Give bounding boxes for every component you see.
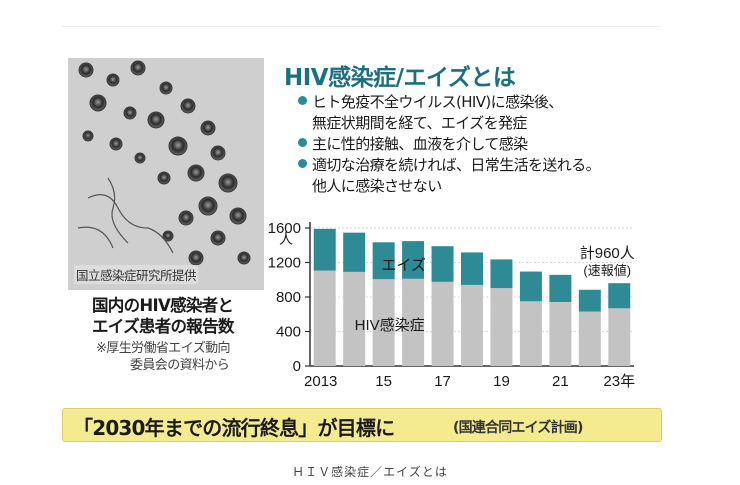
x-tick-label: 21 (552, 373, 569, 390)
bar-hiv (549, 302, 572, 366)
series-label-aids: エイズ (381, 257, 426, 274)
total-annotation-note: (速報値) (583, 263, 631, 278)
page-title: HIV感染症/エイズとは (284, 65, 516, 91)
y-tick-label: 800 (276, 289, 301, 306)
bar-hiv (578, 311, 601, 366)
bar-hiv (431, 281, 454, 366)
goal-banner: 「2030年までの流行終息」が目標に (国連合同エイズ計画) (62, 408, 662, 442)
bar-aids (402, 241, 425, 279)
fact-line: 適切な治療を続ければ、日常生活を送れる。 (312, 156, 601, 174)
virus-micrograph-image (68, 58, 264, 290)
x-tick-label: 2013 (304, 373, 337, 390)
goal-banner-source: (国連合同エイズ計画) (453, 420, 583, 436)
y-tick-label: 1600 (268, 220, 301, 237)
goal-banner-text: 「2030年までの流行終息」が目標に (73, 416, 395, 440)
y-unit-label: 人 (279, 231, 293, 247)
chart-title: 国内のHIV感染者と エイズ患者の報告数 (92, 295, 234, 337)
bar-aids (313, 228, 336, 271)
bar-aids (343, 232, 366, 272)
bar-hiv (343, 271, 366, 366)
fact-list-item: ヒト免疫不全ウイルス(HIV)に感染後、 無症状期間を経て、エイズを発症 (298, 92, 668, 134)
bar-aids (490, 259, 513, 289)
bar-hiv (461, 284, 483, 366)
x-tick-label: 19 (493, 373, 510, 390)
y-tick-label: 400 (276, 324, 301, 341)
y-tick-label: 1200 (268, 255, 301, 272)
infographic: 国立感染症研究所提供 HIV感染症/エイズとは ヒト免疫不全ウイルス(HIV)に… (62, 44, 672, 444)
bar-aids (461, 252, 483, 285)
bar-hiv (372, 279, 395, 366)
bar-hiv (490, 288, 513, 366)
bar-aids (431, 246, 454, 282)
bullet-dot-icon (298, 138, 307, 147)
x-tick-label: 15 (375, 373, 392, 390)
fact-list: ヒト免疫不全ウイルス(HIV)に感染後、 無症状期間を経て、エイズを発症 主に性的… (298, 92, 668, 197)
fact-list-item: 適切な治療を続ければ、日常生活を送れる。 他人に感染させない (298, 155, 668, 197)
chart-title-line: エイズ患者の報告数 (92, 317, 234, 336)
virus-micrograph-photo: 国立感染症研究所提供 (68, 58, 264, 290)
x-tick-label: 17 (434, 373, 451, 390)
bar-hiv (519, 301, 542, 366)
page-divider (62, 26, 660, 27)
fact-line: 主に性的接触、血液を介して感染 (312, 135, 528, 153)
chart-title-line: 国内のHIV感染者と (92, 296, 234, 315)
fact-line: ヒト免疫不全ウイルス(HIV)に感染後、 (312, 93, 563, 111)
fact-list-item: 主に性的接触、血液を介して感染 (298, 134, 668, 155)
bar-aids (608, 283, 631, 309)
bar-hiv (608, 308, 631, 366)
fact-line: 他人に感染させない (312, 177, 442, 195)
bar-hiv (313, 270, 336, 366)
y-tick-label: 0 (293, 358, 301, 375)
chart-source-note: ※厚生労働省エイズ動向 委員会の資料から (96, 340, 231, 374)
image-caption: ＨＩＶ感染症／エイズとは (292, 465, 448, 479)
chart-source-line: 委員会の資料から (130, 358, 230, 373)
bar-aids (372, 242, 395, 280)
fact-line: 無症状期間を経て、エイズを発症 (312, 114, 527, 132)
bar-aids (549, 274, 572, 303)
x-tick-label: 23年 (603, 373, 635, 390)
photo-credit: 国立感染症研究所提供 (74, 265, 199, 284)
series-label-hiv: HIV感染症 (355, 317, 425, 334)
bar-hiv (402, 278, 425, 366)
bar-aids (578, 289, 601, 312)
bullet-dot-icon (298, 159, 307, 168)
chart-source-line: ※厚生労働省エイズ動向 (96, 341, 231, 356)
bullet-dot-icon (298, 96, 307, 105)
total-annotation: 計960人 (580, 245, 635, 262)
bar-aids (519, 271, 542, 302)
